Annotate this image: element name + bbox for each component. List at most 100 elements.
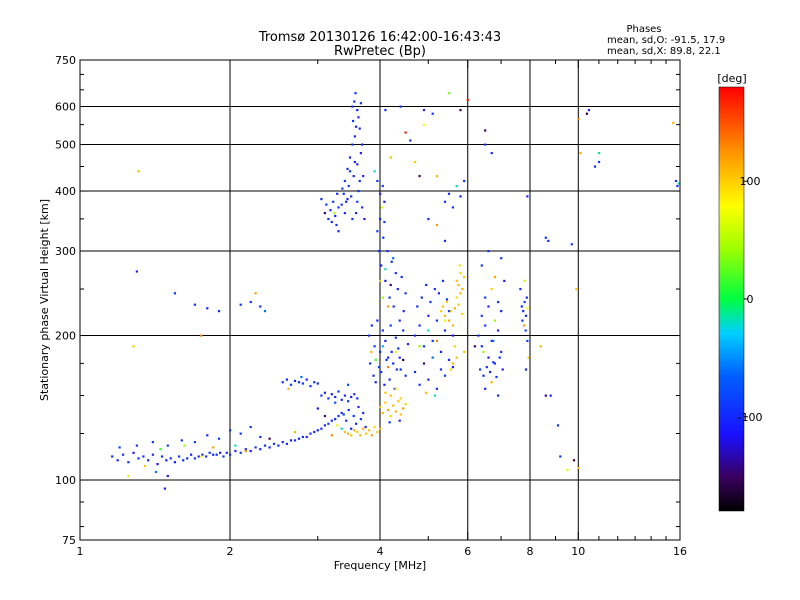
y-tick-label: 400 — [55, 185, 76, 198]
data-point — [293, 439, 297, 442]
data-point — [116, 459, 119, 462]
data-point — [353, 160, 356, 164]
data-point — [451, 206, 454, 209]
data-point — [526, 307, 529, 310]
data-point — [398, 356, 401, 359]
data-point — [383, 200, 386, 203]
data-point — [376, 319, 379, 322]
data-point — [443, 374, 447, 377]
data-point — [427, 217, 430, 221]
data-point — [370, 324, 373, 327]
data-point — [234, 444, 237, 447]
data-point — [351, 105, 354, 108]
data-point — [166, 474, 169, 478]
data-point — [447, 358, 451, 361]
data-point — [521, 319, 524, 322]
data-point — [190, 453, 193, 456]
data-point — [362, 427, 365, 430]
data-point — [329, 209, 332, 212]
data-point — [523, 300, 526, 304]
data-point — [441, 305, 445, 308]
data-point — [350, 395, 353, 399]
data-point — [301, 435, 304, 439]
data-point — [343, 394, 346, 397]
data-point — [156, 463, 159, 466]
data-point — [332, 200, 335, 203]
data-point — [497, 329, 500, 332]
data-point — [200, 334, 203, 337]
plot-points — [111, 92, 680, 490]
data-point — [392, 257, 395, 260]
data-point — [333, 212, 336, 215]
data-point — [355, 212, 358, 215]
data-point — [451, 324, 454, 327]
data-point — [249, 449, 252, 453]
data-point — [169, 457, 172, 460]
data-point — [330, 419, 333, 422]
data-point — [379, 279, 382, 282]
data-point — [386, 250, 389, 253]
data-point — [500, 310, 503, 313]
data-point — [455, 279, 458, 282]
data-point — [387, 408, 390, 412]
data-point — [309, 385, 312, 388]
data-point — [358, 179, 361, 183]
data-point — [234, 449, 237, 453]
data-point — [219, 451, 222, 454]
data-point — [455, 184, 458, 188]
data-point — [347, 400, 350, 403]
data-point — [385, 358, 388, 361]
data-point — [413, 370, 417, 374]
data-point — [439, 350, 443, 353]
data-point — [305, 435, 308, 439]
data-point — [422, 345, 426, 348]
data-point — [341, 187, 344, 190]
data-point — [316, 429, 319, 432]
data-point — [503, 279, 506, 282]
data-point — [492, 339, 495, 342]
data-point — [435, 319, 438, 322]
data-point — [524, 368, 528, 371]
data-point — [354, 92, 357, 95]
data-point — [122, 453, 125, 456]
data-point — [384, 339, 387, 342]
data-point — [484, 143, 487, 146]
data-point — [340, 398, 343, 401]
data-point — [427, 329, 430, 332]
data-point — [461, 288, 464, 291]
data-point — [350, 195, 353, 198]
data-point — [357, 116, 360, 119]
data-point — [380, 264, 383, 267]
data-point — [498, 356, 501, 359]
data-point — [381, 411, 384, 415]
data-point — [165, 459, 168, 462]
data-point — [519, 288, 522, 291]
data-point — [459, 195, 462, 198]
colorbar-tick-label: -100 — [738, 411, 763, 424]
data-point — [394, 336, 397, 339]
data-point — [186, 457, 189, 460]
data-point — [334, 395, 337, 399]
data-point — [487, 250, 490, 253]
data-point — [390, 260, 393, 263]
plot-grid — [80, 60, 680, 540]
data-point — [402, 329, 405, 332]
data-point — [340, 411, 343, 415]
data-point — [677, 182, 680, 185]
data-point — [347, 383, 350, 386]
data-point — [249, 425, 252, 429]
data-point — [379, 405, 382, 409]
data-point — [370, 350, 373, 353]
data-point — [337, 414, 340, 418]
y-tick-label: 200 — [55, 330, 76, 343]
data-point — [406, 343, 410, 346]
data-point — [316, 382, 319, 385]
data-point — [387, 356, 390, 359]
x-tick-label: 10 — [571, 545, 585, 558]
data-point — [388, 378, 391, 381]
data-point — [345, 200, 348, 203]
data-point — [330, 434, 333, 437]
data-point — [389, 324, 392, 327]
data-point — [212, 446, 215, 449]
data-point — [418, 175, 421, 178]
